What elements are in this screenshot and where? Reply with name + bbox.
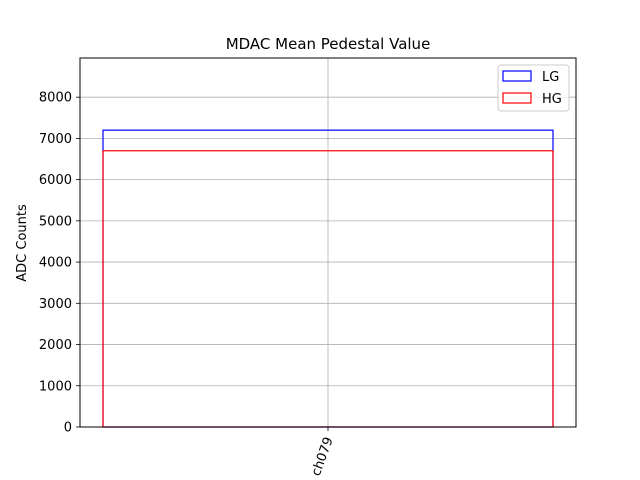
y-tick-label: 2000 [39,338,72,353]
y-tick-label: 1000 [39,379,72,394]
y-axis-label: ADC Counts [15,204,30,282]
x-ticks: ch079 [309,427,337,478]
legend-swatch-lg [502,70,532,82]
y-ticks: 0 1000 2000 3000 4000 5000 6000 7000 8000 [39,91,80,436]
legend-swatch-hg [502,92,532,104]
y-tick-label: 4000 [39,256,72,271]
legend-label-lg: LG [542,70,559,85]
y-tick-label: 8000 [39,91,72,106]
y-tick-label: 0 [64,421,72,436]
y-tick-label: 3000 [39,297,72,312]
legend-label-hg: HG [542,92,562,107]
legend: LG HG [497,64,570,112]
y-tick-label: 7000 [39,132,72,147]
x-tick-label: ch079 [309,435,337,478]
y-tick-label: 5000 [39,214,72,229]
y-tick-label: 6000 [39,173,72,188]
legend-box [497,64,570,112]
chart-title: MDAC Mean Pedestal Value [226,35,431,53]
grid [80,58,576,428]
